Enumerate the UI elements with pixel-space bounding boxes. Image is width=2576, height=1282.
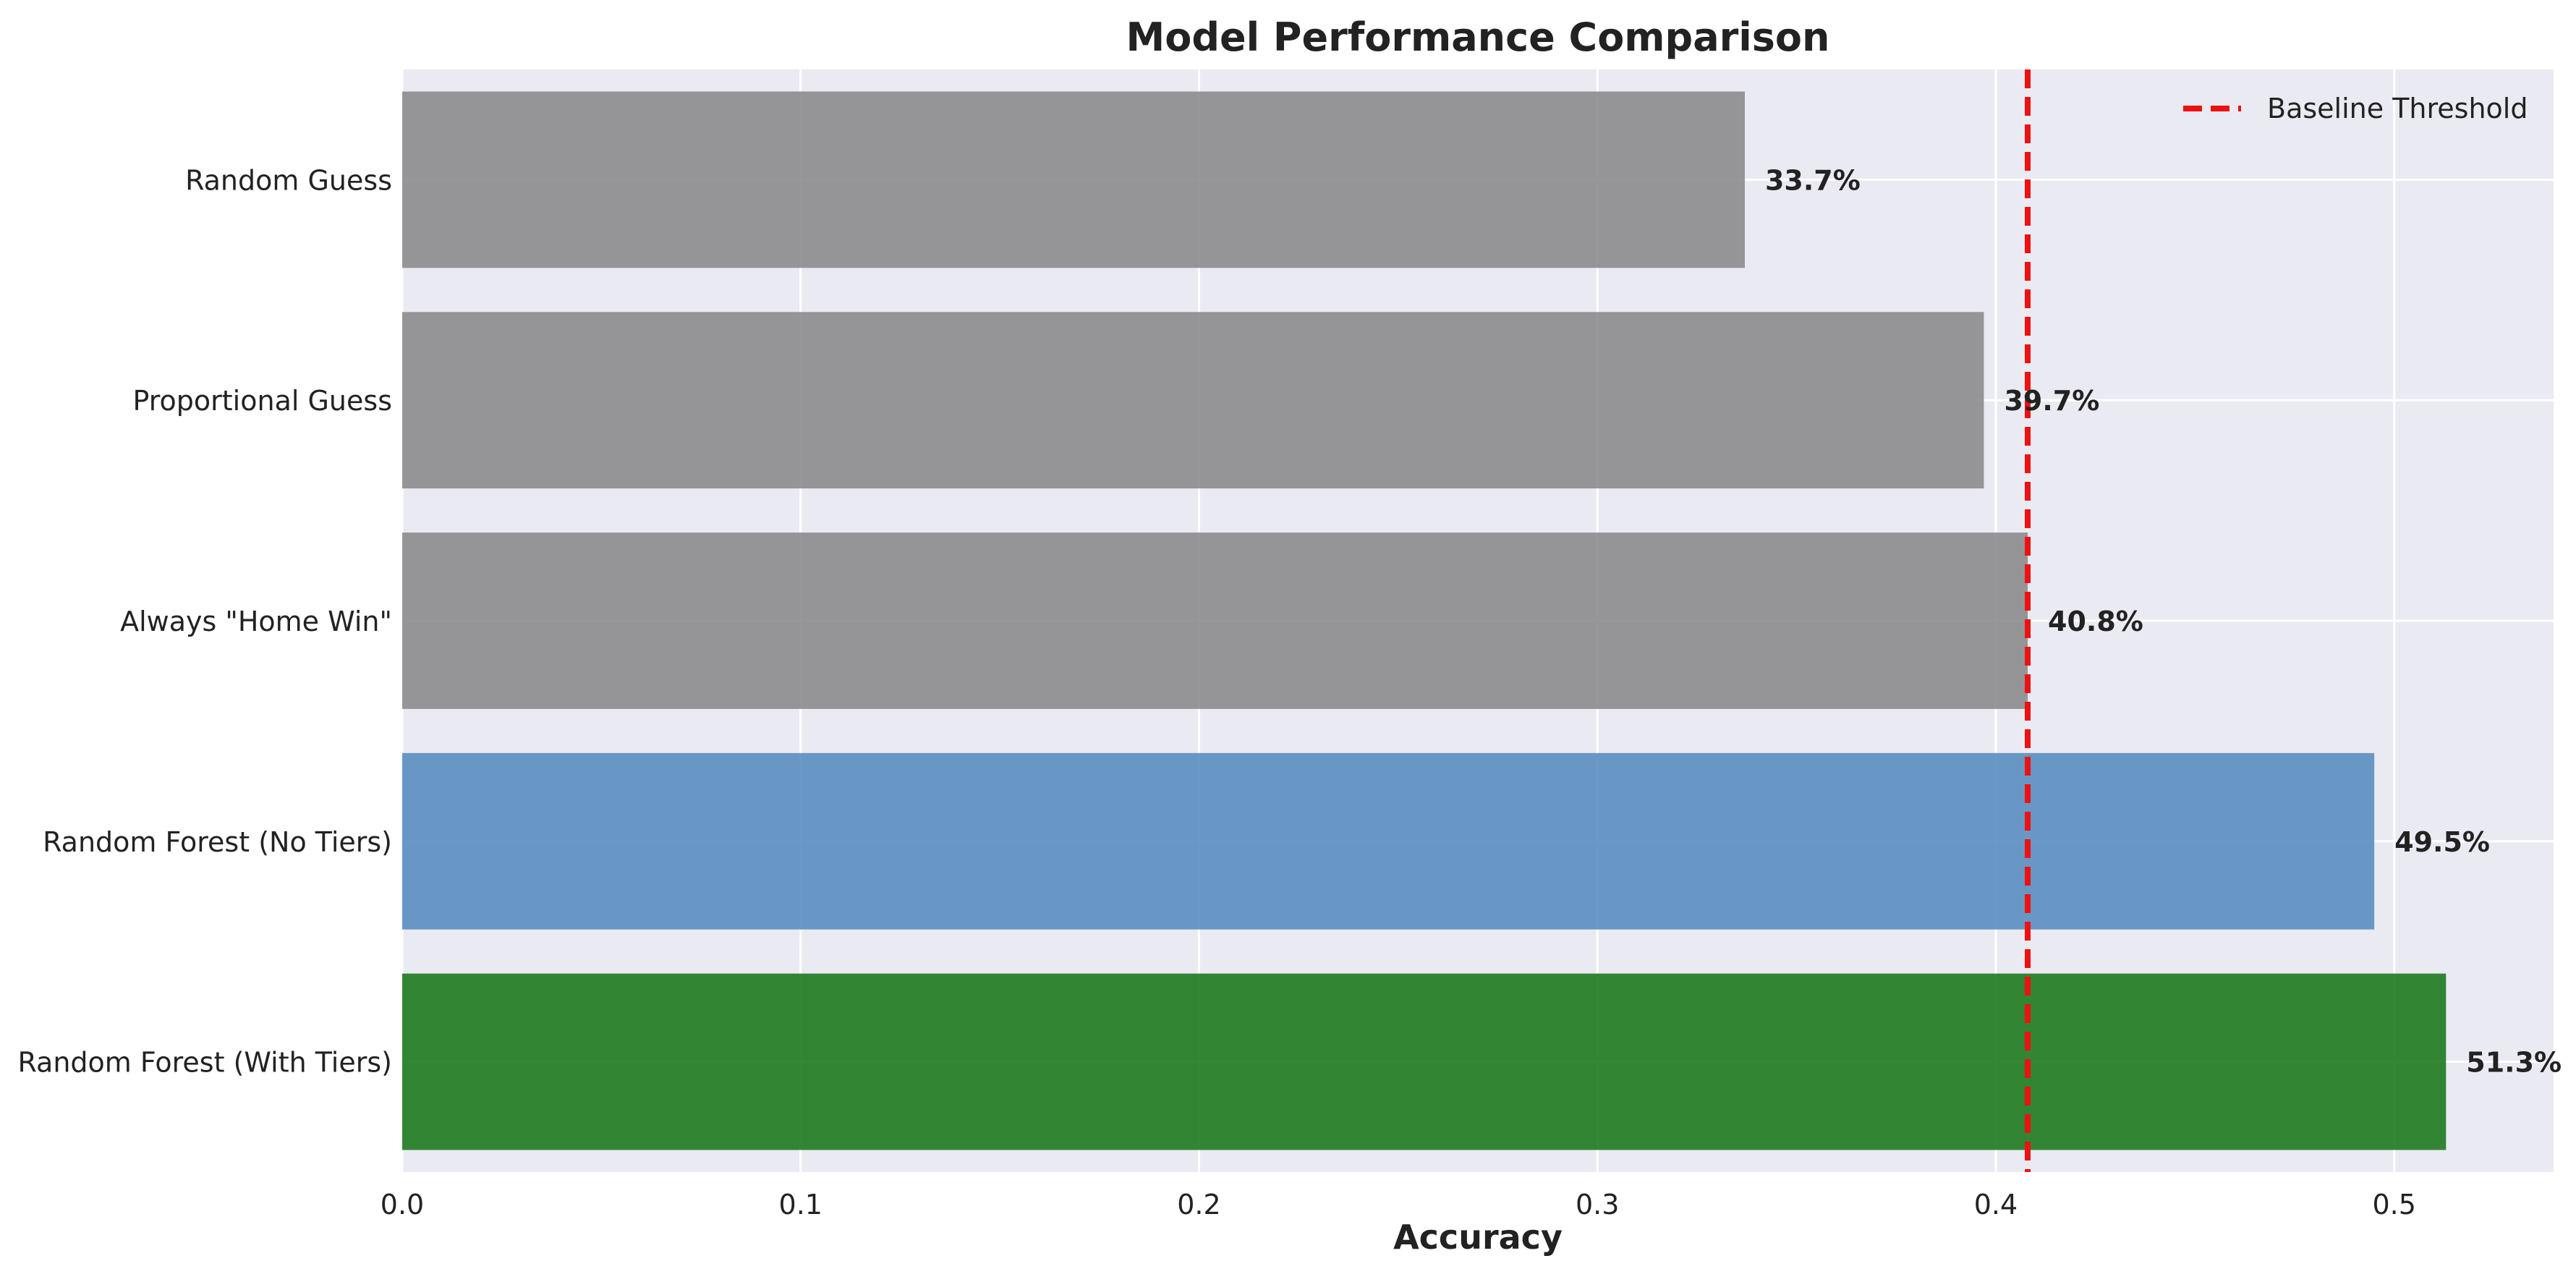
bar <box>402 91 1745 268</box>
legend-label-baseline-threshold: Baseline Threshold <box>2267 93 2528 124</box>
bar-value-label: 51.3% <box>2466 1047 2562 1079</box>
chart-title: Model Performance Comparison <box>1126 14 1830 60</box>
legend: Baseline Threshold <box>2183 93 2528 124</box>
bar-value-label: 49.5% <box>2394 826 2490 858</box>
y-tick-label: Random Guess <box>185 164 392 196</box>
bar-value-label: 33.7% <box>1765 164 1861 196</box>
y-tick-label: Always "Home Win" <box>120 606 392 637</box>
bar-value-label: 40.8% <box>2048 606 2143 637</box>
x-tick-label: 0.4 <box>1974 1189 2018 1221</box>
x-axis-ticks: 0.0 0.1 0.2 0.3 0.4 0.5 <box>381 1189 2416 1221</box>
x-tick-label: 0.5 <box>2372 1189 2415 1221</box>
x-tick-label: 0.2 <box>1177 1189 1220 1221</box>
y-axis-ticks: Random Guess Proportional Guess Always "Ho… <box>17 164 392 1078</box>
x-axis-label: Accuracy <box>1393 1218 1563 1257</box>
bar <box>402 532 2028 709</box>
y-tick-label: Proportional Guess <box>133 385 393 417</box>
x-tick-label: 0.1 <box>779 1189 822 1221</box>
bars <box>402 91 2447 1150</box>
y-tick-label: Random Forest (No Tiers) <box>43 826 392 858</box>
bar <box>402 973 2447 1150</box>
x-tick-label: 0.0 <box>381 1189 424 1221</box>
bar <box>402 752 2375 930</box>
value-labels: 33.7% 39.7% 40.8% 49.5% 51.3% <box>1765 164 2562 1078</box>
y-tick-label: Random Forest (With Tiers) <box>17 1047 392 1079</box>
bar <box>402 312 1984 489</box>
x-tick-label: 0.3 <box>1576 1189 1619 1221</box>
bar-value-label: 39.7% <box>2004 385 2099 417</box>
